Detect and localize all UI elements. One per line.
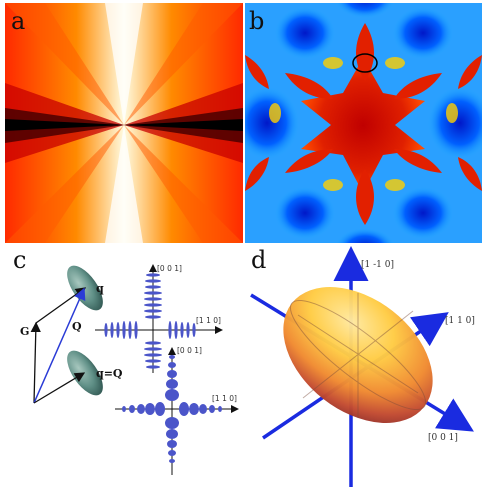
- label-q: q: [96, 282, 104, 295]
- upper-horizontal-axis-label: [1 1 0]: [196, 316, 221, 325]
- axis-bottom-label: [0 0 1]: [428, 433, 458, 443]
- q-vector: [35, 287, 87, 324]
- axis-right-label: [1 1 0]: [445, 316, 475, 326]
- g-vector: [30, 321, 41, 404]
- label-q-eq-q: q=Q: [96, 367, 123, 380]
- panel-c-label: c: [13, 246, 27, 274]
- panel-d-ellipsoid: [1 -1 0] [1 1 0] [0 0 1] d: [243, 243, 487, 487]
- panel-a-label: a: [11, 7, 26, 35]
- upper-axes-group: [0 0 1] [1 1 0]: [95, 264, 223, 373]
- schematic-diagram: q Q G q=Q [0 0 1] [1: [20, 264, 239, 475]
- upper-vertical-axis-label: [0 0 1]: [157, 264, 182, 273]
- panel-c-schematic: q Q G q=Q [0 0 1] [1: [0, 243, 243, 487]
- lower-horizontal-axis-label: [1 1 0]: [212, 394, 237, 403]
- highlight-ellipse: [352, 53, 378, 73]
- angular-heatmap: [5, 3, 243, 243]
- panel-a-angular-map: a: [5, 3, 243, 243]
- jet-pattern: [245, 3, 482, 243]
- axis-top-label: [1 -1 0]: [361, 260, 394, 270]
- ellipsoid-3d: [1 -1 0] [1 1 0] [0 0 1]: [250, 246, 475, 487]
- q-equals-q-vector: [33, 372, 86, 404]
- lower-vertical-axis-label: [0 0 1]: [177, 346, 202, 355]
- panel-b-label: b: [249, 7, 265, 35]
- panel-b-jet-pattern: b: [245, 3, 482, 243]
- lower-axes-group: [0 0 1] [1 1 0]: [115, 346, 239, 475]
- panel-d-label: d: [251, 246, 267, 274]
- label-big-q: Q: [72, 320, 82, 333]
- big-q-vector: [33, 287, 86, 404]
- label-g: G: [20, 325, 29, 338]
- ellipsoid-surface: [283, 287, 433, 423]
